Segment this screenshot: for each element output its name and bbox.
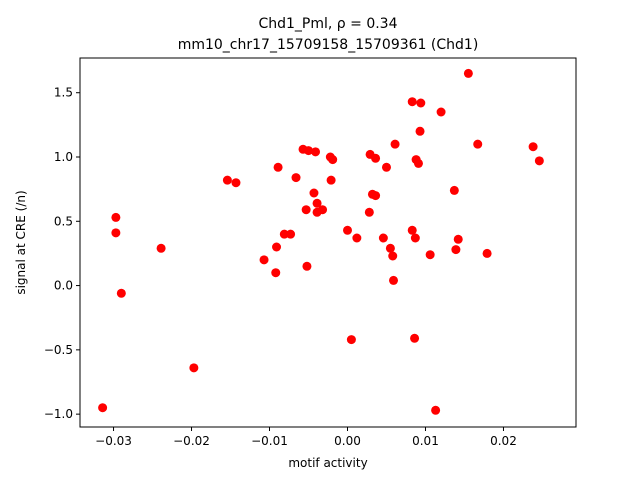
x-tick-label: −0.01: [251, 434, 288, 448]
data-point: [222, 175, 232, 185]
data-point: [189, 363, 199, 373]
data-point: [449, 185, 459, 195]
x-tick-label: −0.03: [95, 434, 132, 448]
data-point: [116, 288, 126, 298]
data-point: [371, 153, 381, 163]
data-point: [371, 191, 381, 201]
data-point: [273, 162, 283, 172]
data-point: [407, 225, 417, 235]
data-point: [312, 198, 322, 208]
data-point: [385, 243, 395, 253]
data-point: [378, 233, 388, 243]
y-axis-ticks: −1.0 −0.5 0.0 0.5 1.0 1.5: [44, 86, 80, 421]
data-point: [346, 335, 356, 345]
data-point: [415, 126, 425, 136]
data-point: [302, 261, 312, 271]
data-point: [390, 139, 400, 149]
chart-title-line1: Chd1_Pml, ρ = 0.34: [258, 16, 397, 32]
data-point: [431, 405, 441, 415]
data-point: [231, 178, 241, 188]
data-point: [279, 229, 289, 239]
data-point: [343, 225, 352, 235]
data-point: [259, 255, 269, 265]
data-point: [425, 250, 435, 260]
data-points: [98, 68, 544, 415]
data-point: [364, 207, 374, 217]
y-tick-label: 1.5: [54, 86, 73, 100]
data-point: [309, 188, 319, 198]
data-point: [111, 228, 121, 238]
data-point: [291, 173, 301, 183]
x-tick-label: 0.02: [490, 434, 517, 448]
x-tick-label: 0.00: [334, 434, 361, 448]
data-point: [463, 68, 473, 78]
data-point: [301, 205, 311, 215]
data-point: [98, 403, 108, 413]
data-point: [286, 229, 296, 239]
data-point: [381, 162, 391, 172]
chart-title-line2: mm10_chr17_15709158_15709361 (Chd1): [178, 37, 479, 53]
data-point: [318, 205, 328, 215]
x-axis-label: motif activity: [288, 456, 367, 470]
y-tick-label: −1.0: [44, 407, 73, 421]
data-point: [410, 233, 420, 243]
data-point: [413, 158, 423, 168]
data-point: [271, 268, 281, 278]
data-point: [410, 333, 420, 343]
data-point: [453, 234, 463, 244]
plot-frame: [79, 57, 577, 428]
data-point: [436, 107, 446, 117]
y-tick-label: 0.5: [54, 214, 73, 228]
data-point: [326, 175, 336, 185]
y-tick-label: 0.0: [54, 279, 73, 293]
data-point: [111, 212, 121, 222]
data-point: [389, 275, 399, 285]
x-tick-label: −0.02: [173, 434, 210, 448]
y-axis-label: signal at CRE (/n): [14, 190, 28, 294]
data-point: [451, 245, 461, 255]
data-point: [304, 146, 313, 156]
data-point: [416, 98, 426, 108]
data-point: [473, 139, 483, 149]
data-point: [311, 147, 321, 157]
data-point: [388, 251, 398, 261]
data-point: [352, 233, 362, 243]
x-tick-label: 0.01: [412, 434, 439, 448]
data-point: [156, 243, 166, 253]
data-point: [482, 248, 492, 258]
data-point: [534, 156, 544, 166]
x-axis-ticks: −0.03 −0.02 −0.01 0.00 0.01 0.02: [95, 427, 517, 448]
data-point: [528, 142, 538, 152]
data-point: [407, 97, 417, 107]
data-point: [328, 155, 338, 165]
y-tick-label: 1.0: [54, 150, 73, 164]
data-point: [272, 242, 282, 252]
y-tick-label: −0.5: [44, 343, 73, 357]
